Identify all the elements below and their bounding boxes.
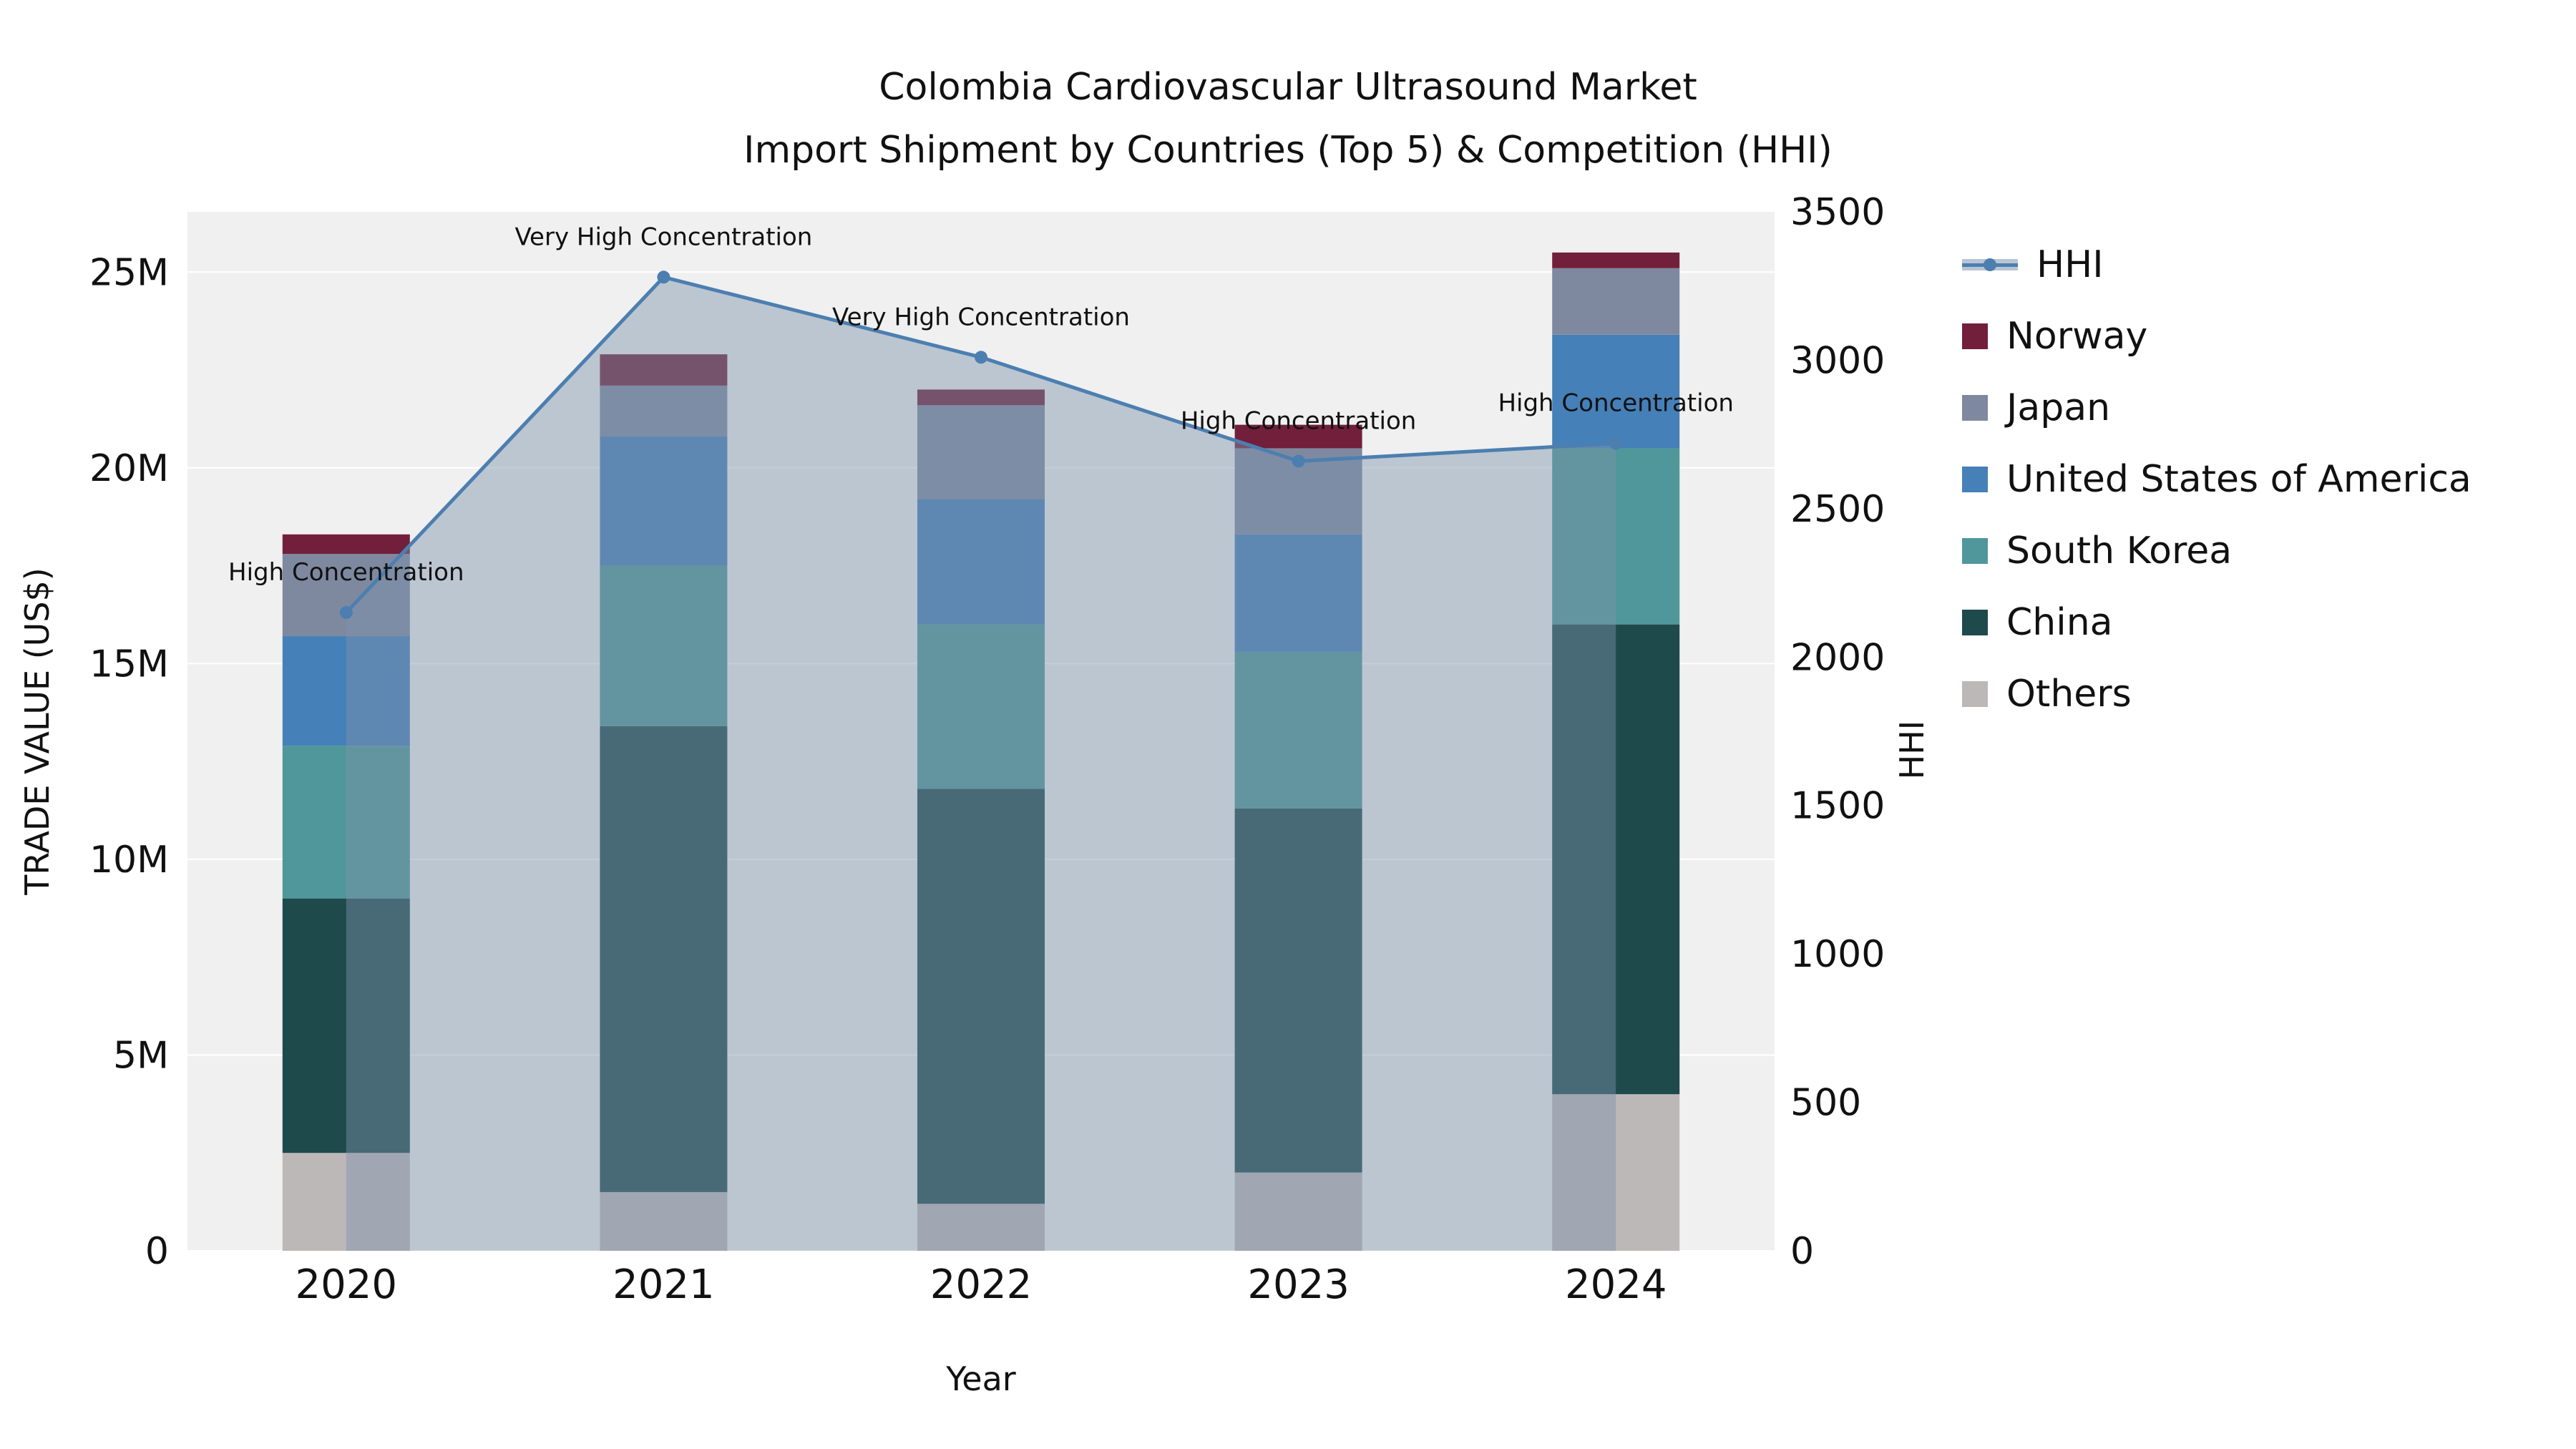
legend-item-others: Others <box>1962 673 2472 716</box>
bar-segment-others-2020 <box>282 1153 410 1251</box>
x-tick-label-2020: 2020 <box>296 1262 398 1308</box>
bar-segment-south-korea-2022 <box>917 624 1045 789</box>
y-left-tick-label: 25M <box>89 251 169 294</box>
bar-segment-norway-2024 <box>1552 252 1680 268</box>
legend-label: China <box>2006 601 2113 644</box>
x-tick-label-2023: 2023 <box>1247 1262 1350 1308</box>
annotation-2022: Very High Concentration <box>832 303 1130 331</box>
bar-segment-others-2024 <box>1552 1094 1680 1251</box>
legend-swatch <box>1962 681 1988 707</box>
chart-title-line1: Colombia Cardiovascular Ultrasound Marke… <box>879 66 1697 109</box>
bar-segment-others-2021 <box>600 1191 728 1251</box>
hhi-marker-2023 <box>1292 454 1305 468</box>
bar-segment-united-states-of-america-2020 <box>282 636 410 746</box>
bar-segment-united-states-of-america-2021 <box>600 436 728 566</box>
y-right-tick-label: 3000 <box>1790 339 1885 382</box>
y-left-tick-label: 5M <box>113 1034 169 1077</box>
bar-segment-united-states-of-america-2022 <box>917 499 1045 625</box>
bar-segment-norway-2022 <box>917 389 1045 406</box>
legend-swatch <box>1962 467 1988 492</box>
bar-segment-china-2022 <box>917 789 1045 1204</box>
annotation-2023: High Concentration <box>1181 406 1416 435</box>
x-tick-label-2022: 2022 <box>930 1262 1033 1308</box>
legend: HHI Norway Japan United States of America So… <box>1962 243 2472 716</box>
legend-swatch <box>1962 610 1988 635</box>
annotation-2021: Very High Concentration <box>514 223 812 251</box>
annotation-2024: High Concentration <box>1498 389 1733 418</box>
y-right-tick-label: 0 <box>1790 1230 1814 1273</box>
y-right-tick-label: 500 <box>1790 1082 1861 1125</box>
y-left-tick-label: 0 <box>145 1230 169 1273</box>
hhi-marker-2021 <box>657 270 670 284</box>
y-right-tick-label: 2000 <box>1790 636 1885 679</box>
y-left-tick-label: 15M <box>89 643 169 686</box>
y-right-tick-label: 3500 <box>1790 191 1885 234</box>
y-left-tick-label: 10M <box>89 839 169 882</box>
hhi-marker-2022 <box>975 351 987 364</box>
annotation-2020: High Concentration <box>228 558 464 587</box>
bar-segment-japan-2022 <box>917 405 1045 499</box>
bar-segment-china-2023 <box>1234 808 1362 1173</box>
bar-segment-japan-2024 <box>1552 268 1680 335</box>
bar-segment-south-korea-2020 <box>282 746 410 899</box>
bar-segment-norway-2020 <box>282 534 410 555</box>
bar-segment-china-2024 <box>1552 624 1680 1095</box>
x-tick-label-2021: 2021 <box>613 1262 715 1308</box>
legend-item-japan: Japan <box>1962 386 2472 429</box>
legend-swatch <box>1962 323 1988 349</box>
hhi-marker-2024 <box>1609 436 1623 450</box>
y-left-tick-label: 20M <box>89 447 169 490</box>
y-right-tick-label: 1500 <box>1790 785 1885 828</box>
bar-segment-south-korea-2021 <box>600 565 728 726</box>
bar-segment-norway-2023 <box>1234 424 1362 449</box>
legend-item-south-korea: South Korea <box>1962 530 2472 572</box>
legend-swatch <box>1962 538 1988 564</box>
bar-segment-south-korea-2023 <box>1234 651 1362 809</box>
bar-segment-japan-2021 <box>600 385 728 437</box>
bar-segment-united-states-of-america-2024 <box>1552 334 1680 449</box>
bar-segment-south-korea-2024 <box>1552 448 1680 625</box>
x-tick-label-2024: 2024 <box>1565 1262 1667 1308</box>
legend-label: Norway <box>2006 315 2148 358</box>
y-right-tick-label: 1000 <box>1790 933 1885 976</box>
x-axis-title: Year <box>946 1360 1016 1398</box>
bar-segment-norway-2021 <box>600 354 728 386</box>
legend-item-norway: Norway <box>1962 315 2472 358</box>
legend-label: South Korea <box>2006 530 2233 572</box>
bar-segment-united-states-of-america-2023 <box>1234 534 1362 652</box>
bar-segment-others-2022 <box>917 1204 1045 1251</box>
chart-title: Colombia Cardiovascular Ultrasound Marke… <box>0 56 2576 182</box>
bar-segment-china-2021 <box>600 726 728 1192</box>
legend-line-sample <box>1962 252 2018 278</box>
bar-segment-others-2023 <box>1234 1172 1362 1251</box>
hhi-area-fill <box>346 277 1616 1252</box>
hhi-marker-2020 <box>339 606 353 620</box>
y-right-tick-label: 2500 <box>1790 488 1885 531</box>
legend-label: Japan <box>2006 386 2111 429</box>
legend-swatch <box>1962 395 1988 421</box>
bar-segment-china-2020 <box>282 898 410 1153</box>
legend-label: Others <box>2006 673 2132 716</box>
legend-item-hhi: HHI <box>1962 243 2472 286</box>
legend-label: United States of America <box>2006 458 2472 501</box>
legend-item-united-states-of-america: United States of America <box>1962 458 2472 501</box>
legend-label: HHI <box>2036 243 2104 286</box>
chart-title-line2: Import Shipment by Countries (Top 5) & C… <box>743 129 1833 172</box>
legend-item-china: China <box>1962 601 2472 644</box>
